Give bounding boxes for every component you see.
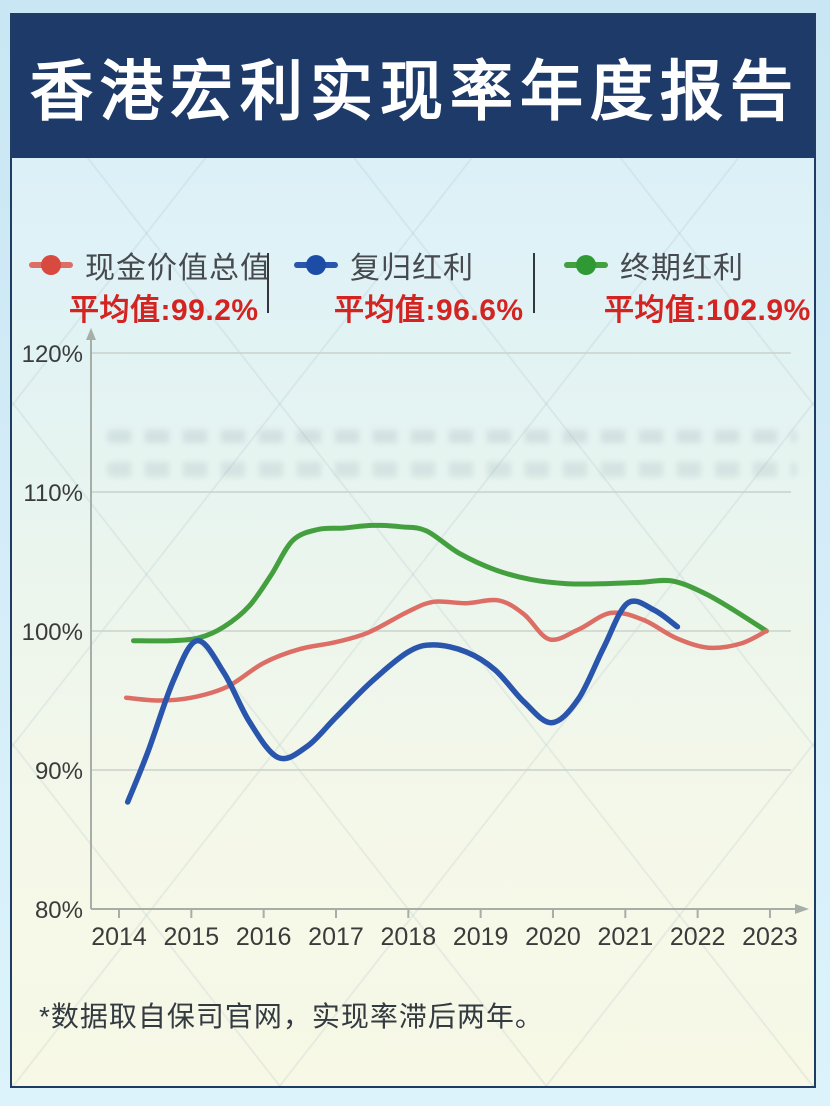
y-tick-label: 100% (22, 619, 83, 646)
legend-item-terminal-bonus: 终期红利 平均值:102.9% (564, 247, 811, 329)
axes (86, 328, 809, 914)
legend-item-reversionary-bonus: 复归红利 平均值:96.6% (294, 247, 524, 329)
x-tick-label: 2015 (164, 923, 220, 951)
marker-dot (576, 255, 596, 275)
marker-dot (41, 255, 61, 275)
y-tick-label: 90% (35, 758, 83, 785)
x-axis-ticks-and-labels: 2014 2015 2016 2017 2018 2019 2020 2021 2022 2023 (91, 909, 798, 951)
x-tick-label: 2021 (597, 923, 653, 951)
x-tick-label: 2014 (91, 923, 147, 951)
legend-label: 现金价值总值 (85, 252, 271, 285)
realization-rate-line-chart: 2014 2015 2016 2017 2018 2019 2020 2021 2022 2023… (22, 328, 809, 951)
chart-area: 2014 2015 2016 2017 2018 2019 2020 2021 2022 2023… (12, 322, 814, 982)
x-tick-label: 2016 (236, 923, 292, 951)
x-tick-label: 2020 (525, 923, 581, 951)
series-line-0 (123, 597, 769, 703)
y-axis-arrow-icon (86, 328, 96, 340)
report-panel: 香港宏利实现率年度报告 现金价值总值 平均值:99.2% 复归红利 平均值:96… (10, 13, 816, 1088)
line-dot-marker-icon (564, 255, 608, 275)
series-line-2 (131, 522, 769, 644)
report-header: 香港宏利实现率年度报告 (12, 15, 814, 158)
line-dot-marker-icon (294, 255, 338, 275)
x-tick-label: 2019 (453, 923, 509, 951)
chart-legend: 现金价值总值 平均值:99.2% 复归红利 平均值:96.6% 终期红利 平均值… (12, 15, 814, 327)
legend-average-value: 平均值:102.9% (604, 294, 811, 327)
legend-divider (533, 253, 535, 313)
y-axis-labels: 120% 110% 100% 90% 80% (22, 341, 83, 924)
legend-row: 复归红利 (294, 247, 524, 285)
x-tick-label: 2023 (742, 923, 798, 951)
x-axis-arrow-icon (795, 904, 809, 914)
footnote-text: *数据取自保司官网，实现率滞后两年。 (39, 1001, 544, 1032)
series-line-1 (124, 598, 681, 805)
y-tick-label: 110% (23, 480, 83, 507)
line-dot-marker-icon (29, 255, 73, 275)
legend-divider (267, 253, 269, 313)
y-tick-label: 80% (35, 897, 83, 924)
legend-average-value: 平均值:96.6% (334, 294, 524, 327)
report-title: 香港宏利实现率年度报告 (30, 55, 800, 129)
x-tick-label: 2017 (308, 923, 364, 951)
series-lines (123, 522, 769, 805)
legend-average-value: 平均值:99.2% (69, 294, 259, 327)
x-tick-label: 2018 (381, 923, 437, 951)
legend-label: 终期红利 (620, 252, 744, 285)
legend-row: 现金价值总值 (29, 247, 271, 285)
legend-item-cash-value: 现金价值总值 平均值:99.2% (29, 247, 271, 329)
y-tick-label: 120% (22, 341, 83, 368)
x-tick-label: 2022 (670, 923, 726, 951)
grid-lines (91, 352, 791, 771)
marker-dot (306, 255, 326, 275)
legend-label: 复归红利 (350, 252, 474, 285)
legend-row: 终期红利 (564, 247, 811, 285)
